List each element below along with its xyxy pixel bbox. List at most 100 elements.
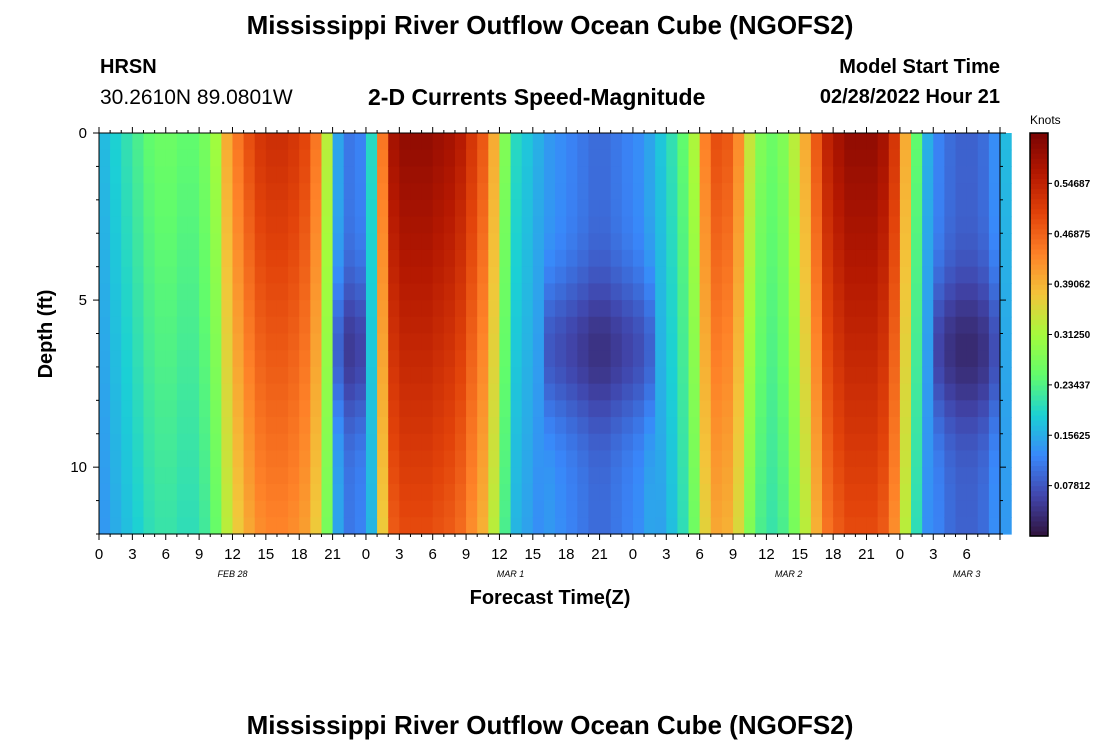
heatmap-cell: [666, 433, 679, 452]
heatmap-cell: [733, 383, 745, 401]
heatmap-cell: [276, 300, 289, 318]
heatmap-cell: [933, 149, 945, 168]
heatmap-cell: [210, 316, 222, 335]
heatmap-cell: [443, 383, 456, 401]
heatmap-cell: [1000, 233, 1012, 251]
heatmap-cell: [421, 149, 434, 168]
heatmap-cell: [243, 450, 256, 468]
heatmap-cell: [265, 333, 278, 351]
heatmap-cell: [454, 450, 467, 468]
heatmap-cell: [143, 199, 156, 218]
heatmap-cell: [299, 417, 311, 435]
heatmap-cell: [165, 316, 178, 335]
heatmap-cell: [977, 350, 990, 368]
heatmap-cell: [254, 149, 267, 168]
heatmap-cell: [321, 383, 334, 401]
heatmap-cell: [833, 450, 845, 468]
heatmap-cell: [688, 183, 701, 201]
heatmap-cell: [744, 316, 756, 335]
heatmap-cell: [866, 249, 879, 268]
heatmap-cell: [488, 149, 501, 168]
heatmap-cell: [310, 333, 323, 351]
heatmap-cell: [721, 266, 734, 284]
heatmap-cell: [621, 500, 634, 518]
heatmap-cell: [677, 350, 690, 368]
heatmap-cell: [99, 300, 111, 318]
heatmap-cell: [844, 166, 856, 184]
heatmap-cell: [343, 383, 356, 401]
heatmap-cell: [599, 133, 612, 151]
heatmap-cell: [721, 283, 734, 301]
heatmap-cell: [911, 383, 923, 401]
heatmap-cell: [1000, 333, 1012, 351]
heatmap-cell: [332, 249, 345, 268]
heatmap-cell: [265, 383, 278, 401]
heatmap-cell: [766, 266, 779, 284]
heatmap-cell: [833, 233, 845, 251]
heatmap-cell: [566, 316, 578, 335]
heatmap-cell: [254, 467, 267, 485]
heatmap-cell: [232, 366, 245, 385]
heatmap-cell: [610, 199, 623, 218]
heatmap-cell: [432, 517, 445, 535]
heatmap-cell: [699, 233, 712, 251]
heatmap-cell: [143, 500, 156, 518]
heatmap-cell: [343, 216, 356, 234]
heatmap-cell: [466, 233, 478, 251]
heatmap-cell: [955, 400, 968, 418]
heatmap-cell: [666, 450, 679, 468]
heatmap-cell: [632, 216, 645, 234]
heatmap-cell: [888, 350, 901, 368]
heatmap-cell: [822, 366, 834, 385]
heatmap-cell: [243, 233, 256, 251]
heatmap-cell: [221, 283, 234, 301]
x-tick-label: 21: [858, 546, 875, 563]
heatmap-cell: [911, 433, 923, 452]
heatmap-cell: [299, 233, 311, 251]
heatmap-cell: [454, 433, 467, 452]
heatmap-cell: [532, 316, 545, 335]
heatmap-cell: [421, 133, 434, 151]
heatmap-cell: [543, 366, 556, 385]
heatmap-cell: [933, 316, 945, 335]
heatmap-cell: [543, 133, 556, 151]
colorbar-segment: [1030, 294, 1048, 300]
heatmap-cell: [154, 417, 167, 435]
heatmap-cell: [243, 183, 256, 201]
colorbar-segment: [1030, 430, 1048, 436]
heatmap-cell: [288, 300, 300, 318]
heatmap-cell: [221, 166, 234, 184]
heatmap-cell: [911, 149, 923, 168]
heatmap-cell: [621, 149, 634, 168]
heatmap-cell: [154, 450, 167, 468]
heatmap-cell: [199, 133, 211, 151]
heatmap-cell: [944, 400, 957, 418]
heatmap-cell: [833, 500, 845, 518]
heatmap-cell: [866, 333, 879, 351]
heatmap-cell: [354, 149, 367, 168]
heatmap-cell: [466, 316, 478, 335]
heatmap-cell: [721, 183, 734, 201]
heatmap-cell: [1000, 149, 1012, 168]
heatmap-cell: [477, 383, 489, 401]
heatmap-cell: [966, 333, 979, 351]
heatmap-cell: [499, 283, 512, 301]
heatmap-cell: [232, 199, 245, 218]
heatmap-cell: [677, 517, 690, 535]
heatmap-cell: [132, 500, 145, 518]
heatmap-cell: [610, 417, 623, 435]
heatmap-cell: [955, 199, 968, 218]
heatmap-cell: [599, 350, 612, 368]
heatmap-cell: [866, 199, 879, 218]
heatmap-cell: [655, 500, 667, 518]
heatmap-cell: [899, 350, 912, 368]
heatmap-cell: [844, 400, 856, 418]
heatmap-cell: [922, 233, 934, 251]
heatmap-cell: [977, 133, 990, 151]
heatmap-cell: [499, 266, 512, 284]
heatmap-cell: [132, 183, 145, 201]
heatmap-cell: [443, 483, 456, 502]
heatmap-cell: [788, 517, 801, 535]
heatmap-cell: [877, 149, 890, 168]
heatmap-cell: [655, 483, 667, 502]
